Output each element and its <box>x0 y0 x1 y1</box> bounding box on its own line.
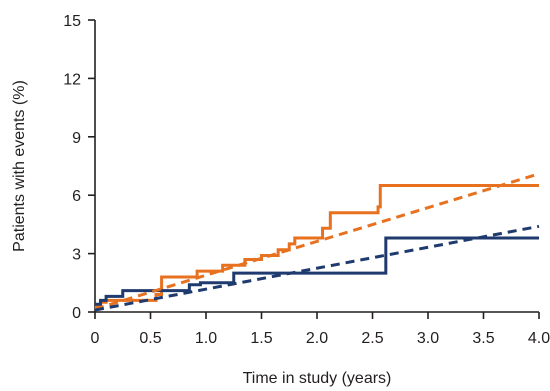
x-tick-label: 3.0 <box>417 330 439 347</box>
y-tick-label: 0 <box>72 305 81 322</box>
x-tick-label: 2.5 <box>361 330 383 347</box>
x-tick-label: 3.5 <box>472 330 494 347</box>
y-tick-label: 9 <box>72 130 81 147</box>
x-tick-label: 1.5 <box>250 330 272 347</box>
x-tick-label: 4.0 <box>528 330 550 347</box>
dashed-trend-line-2 <box>94 172 540 311</box>
x-tick-label: 1.0 <box>195 330 217 347</box>
x-tick-label: 2.0 <box>306 330 328 347</box>
axes <box>88 19 540 319</box>
step-line-1 <box>95 236 539 306</box>
x-axis-title: Time in study (years) <box>243 370 392 387</box>
step-line-0 <box>95 183 539 308</box>
tick-labels: 0 3 6 9 12 15 0 0.5 1.0 1.5 2.0 2.5 3.0 3.5 4.0 <box>63 13 550 347</box>
y-axis-title: Patients with events (%) <box>11 80 28 252</box>
y-tick-label: 3 <box>72 247 81 264</box>
y-tick-label: 12 <box>63 71 81 88</box>
x-tick-label: 0 <box>91 330 100 347</box>
y-tick-label: 15 <box>63 13 81 30</box>
dashed-trend-line-3 <box>94 224 540 312</box>
y-tick-label: 6 <box>72 188 81 205</box>
x-tick-label: 0.5 <box>139 330 161 347</box>
series-layer <box>94 172 540 312</box>
